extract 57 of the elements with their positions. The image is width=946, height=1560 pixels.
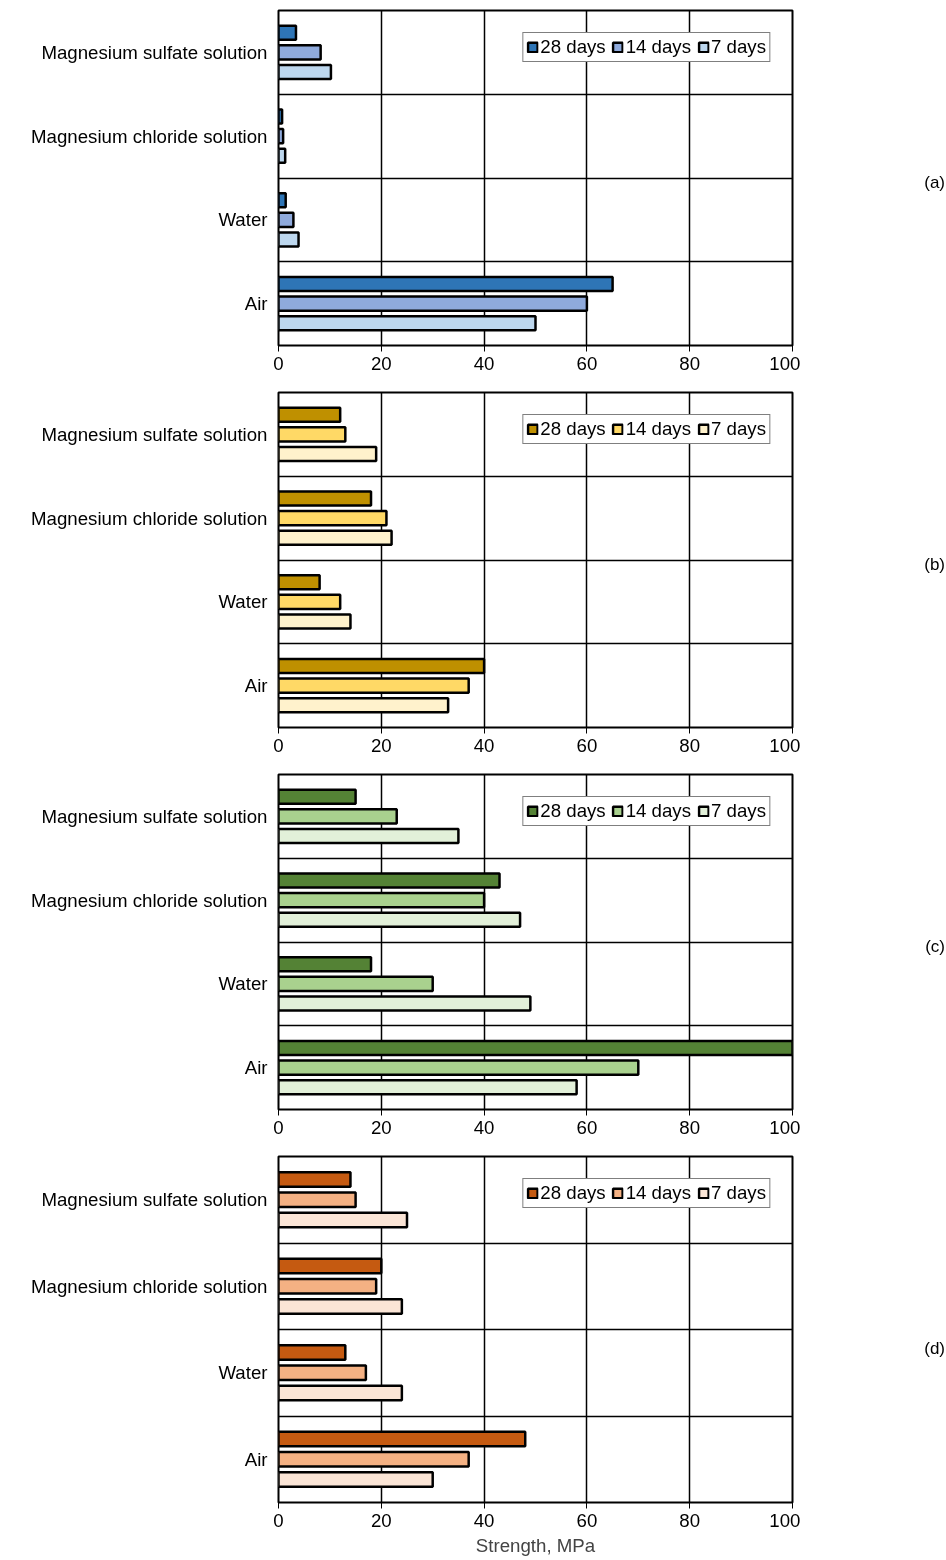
x-tick-label: 0 (273, 352, 284, 374)
y-tick-label: Magnesium sulfate solution (41, 423, 268, 445)
legend-label: 7 days (711, 36, 766, 58)
x-tick-label: 0 (273, 1116, 284, 1138)
x-tick-label: 0 (273, 1509, 284, 1531)
y-tick-label: Water (218, 209, 268, 231)
y-tick-label: Magnesium sulfate solution (41, 1189, 268, 1211)
x-tick-label: 100 (769, 352, 801, 374)
text: (a) (924, 172, 945, 194)
x-tick-label: 60 (576, 734, 598, 756)
legend-label: 14 days (625, 1182, 692, 1204)
x-tick-label: 60 (576, 1116, 598, 1138)
x-tick-label: 20 (370, 734, 392, 756)
y-tick-label: Water (218, 973, 268, 995)
y-tick-label: Water (218, 591, 268, 613)
x-tick-label: 80 (679, 1116, 701, 1138)
y-tick-label: Air (244, 293, 268, 315)
legend-label: 7 days (711, 800, 766, 822)
y-tick-label: Magnesium chloride solution (31, 125, 268, 147)
legend-label: 14 days (625, 418, 692, 440)
x-tick-label: 40 (473, 734, 495, 756)
x-tick-label: 20 (370, 352, 392, 374)
legend-label: 28 days (540, 418, 606, 440)
x-tick-label: 80 (679, 734, 701, 756)
legend-label: 28 days (540, 1182, 606, 1204)
x-tick-label: 100 (769, 1116, 801, 1138)
text: (b) (924, 554, 945, 576)
x-tick-label: 0 (273, 734, 284, 756)
y-tick-label: Air (244, 1448, 268, 1470)
x-tick-label: 40 (473, 1116, 495, 1138)
x-tick-label: 20 (370, 1509, 392, 1531)
text: (c) (925, 936, 945, 958)
y-tick-label: Air (244, 675, 268, 697)
x-tick-label: 100 (769, 734, 801, 756)
x-tick-label: 80 (679, 1509, 701, 1531)
x-tick-label: 60 (576, 352, 598, 374)
legend-label: 14 days (625, 36, 692, 58)
legend-label: 28 days (540, 800, 606, 822)
legend-label: 14 days (625, 800, 692, 822)
x-tick-label: 80 (679, 352, 701, 374)
x-tick-label: 60 (576, 1509, 598, 1531)
text: (d) (924, 1338, 945, 1360)
y-tick-label: Magnesium chloride solution (31, 507, 268, 529)
x-tick-label: 40 (473, 352, 495, 374)
legend-label: 7 days (711, 1182, 766, 1204)
y-tick-label: Magnesium sulfate solution (41, 805, 268, 827)
legend-label: 7 days (711, 418, 766, 440)
x-axis-title: Strength, MPa (475, 1534, 596, 1556)
y-tick-label: Magnesium chloride solution (31, 1275, 268, 1297)
y-tick-label: Magnesium sulfate solution (41, 41, 268, 63)
legend-label: 28 days (540, 36, 606, 58)
y-tick-label: Air (244, 1057, 268, 1079)
y-tick-label: Water (218, 1362, 268, 1384)
x-tick-label: 100 (769, 1509, 801, 1531)
x-tick-label: 20 (370, 1116, 392, 1138)
x-tick-label: 40 (473, 1509, 495, 1531)
y-tick-label: Magnesium chloride solution (31, 889, 268, 911)
